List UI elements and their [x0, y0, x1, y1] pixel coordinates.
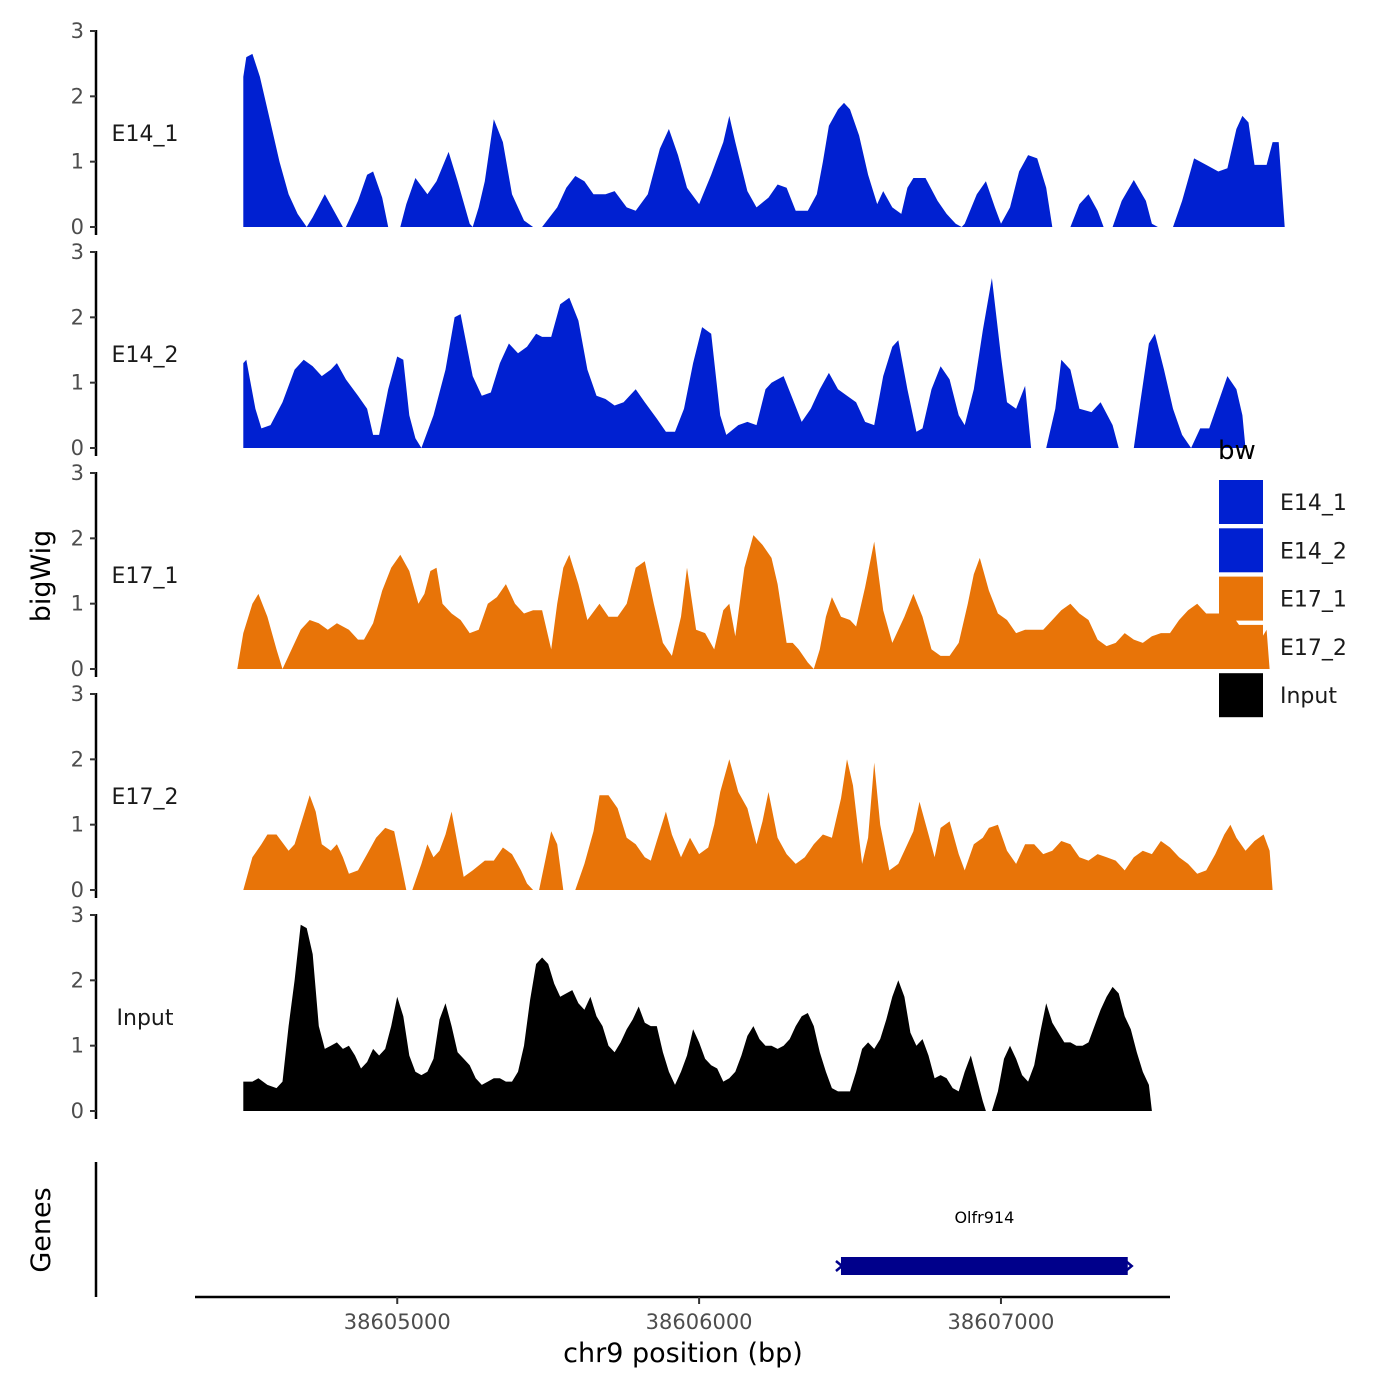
- legend-item-E17_1: E17_1: [1219, 576, 1347, 621]
- track-label-E17_2: E17_2: [112, 785, 179, 810]
- legend-swatch: [1219, 528, 1263, 573]
- legend-swatch: [1219, 480, 1263, 524]
- legend: bw E14_1 E14_2 E17_1 E17_2 Input: [1218, 436, 1347, 718]
- y-tick-label: 2: [71, 968, 84, 992]
- track-E17_1: 0 1 2 3 E17_1: [71, 461, 1270, 681]
- x-axis-title: chr9 position (bp): [563, 1338, 803, 1369]
- strand-arrow-icon: [1124, 1260, 1134, 1272]
- y-axis-title: bigWig: [26, 530, 57, 623]
- coverage-area-E17_1: [237, 535, 1270, 669]
- y-tick-label: 1: [71, 592, 84, 616]
- track-label-E14_2: E14_2: [112, 343, 179, 368]
- y-tick-label: 2: [71, 747, 84, 771]
- y-tick-label: 0: [71, 657, 84, 681]
- y-tick-label: 1: [71, 150, 84, 174]
- gene-label: Olfr914: [954, 1208, 1014, 1227]
- legend-label: E17_2: [1280, 636, 1347, 661]
- y-tick-label: 0: [71, 215, 84, 239]
- legend-item-Input: Input: [1219, 673, 1337, 718]
- coverage-area-E14_1: [243, 53, 1285, 228]
- y-tick-label: 3: [71, 240, 84, 264]
- y-tick-label: 1: [71, 1034, 84, 1058]
- legend-item-E17_2: E17_2: [1219, 624, 1347, 669]
- y-tick-label: 3: [71, 461, 84, 485]
- y-tick-label: 2: [71, 305, 84, 329]
- x-tick-label: 38605000: [344, 1310, 451, 1334]
- legend-label: Input: [1280, 684, 1337, 709]
- legend-swatch: [1219, 673, 1263, 718]
- track-Input: 0 1 2 3 Input: [71, 903, 1152, 1123]
- x-axis: 38605000 38606000 38607000 chr9 position (…: [195, 1295, 1170, 1369]
- y-tick-label: 1: [71, 371, 84, 395]
- gene-models: Olfr914: [835, 1208, 1134, 1275]
- legend-swatch: [1219, 624, 1263, 669]
- coverage-area-E14_2: [243, 278, 1246, 448]
- y-tick-label: 2: [71, 526, 84, 550]
- x-axis-ticks: 38605000 38606000 38607000: [344, 1297, 1055, 1334]
- coverage-area-E17_2: [243, 759, 1273, 890]
- strand-arrow-icon: [835, 1260, 844, 1272]
- x-tick-label: 38607000: [948, 1310, 1055, 1334]
- legend-title: bw: [1218, 436, 1256, 466]
- track-label-E14_1: E14_1: [112, 122, 179, 147]
- y-tick-label: 1: [71, 813, 84, 837]
- x-tick-label: 38606000: [646, 1310, 753, 1334]
- y-tick-label: 0: [71, 878, 84, 902]
- gene-Olfr914: Olfr914: [835, 1208, 1134, 1275]
- gene-track-title: Genes: [26, 1187, 57, 1272]
- legend-label: E14_1: [1280, 491, 1347, 516]
- coverage-tracks: 0 1 2 3 E14_1 0 1 2 3 E14_2 0 1 2 3 E17_1 0 1 2 3 E17_2 0 1 2 3…: [71, 19, 1285, 1123]
- legend-items: E14_1 E14_2 E17_1 E17_2 Input: [1219, 480, 1347, 718]
- track-E17_2: 0 1 2 3 E17_2: [71, 682, 1273, 902]
- y-tick-label: 0: [71, 436, 84, 460]
- track-label-Input: Input: [117, 1006, 174, 1031]
- y-tick-label: 2: [71, 84, 84, 108]
- legend-label: E14_2: [1280, 539, 1347, 564]
- gene-track: Genes Olfr914: [26, 1162, 1134, 1297]
- y-tick-label: 0: [71, 1099, 84, 1123]
- legend-item-E14_2: E14_2: [1219, 528, 1347, 573]
- y-tick-label: 3: [71, 682, 84, 706]
- track-E14_1: 0 1 2 3 E14_1: [71, 19, 1285, 239]
- legend-swatch: [1219, 576, 1263, 621]
- coverage-area-Input: [243, 924, 1152, 1111]
- legend-label: E17_1: [1280, 588, 1347, 613]
- track-E14_2: 0 1 2 3 E14_2: [71, 240, 1246, 460]
- gene-body: [840, 1257, 1128, 1275]
- y-tick-label: 3: [71, 903, 84, 927]
- legend-item-E14_1: E14_1: [1219, 480, 1347, 524]
- y-tick-label: 3: [71, 19, 84, 43]
- track-label-E17_1: E17_1: [112, 564, 179, 589]
